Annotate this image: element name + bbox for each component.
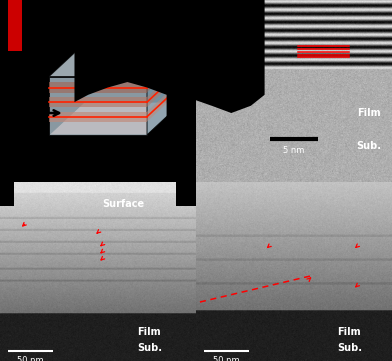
- Text: Surface: Surface: [102, 199, 144, 209]
- Polygon shape: [147, 64, 182, 107]
- Polygon shape: [49, 102, 182, 135]
- Text: Sub.: Sub.: [137, 343, 162, 353]
- Polygon shape: [49, 83, 147, 92]
- Polygon shape: [49, 112, 147, 122]
- Text: 5 nm: 5 nm: [283, 146, 305, 155]
- Polygon shape: [8, 0, 22, 51]
- Polygon shape: [147, 79, 182, 122]
- Polygon shape: [147, 50, 182, 92]
- Text: Film: Film: [357, 108, 380, 118]
- Polygon shape: [49, 97, 147, 107]
- Text: Sub.: Sub.: [357, 141, 382, 151]
- Text: Sub.: Sub.: [337, 343, 362, 353]
- Polygon shape: [49, 77, 147, 135]
- Polygon shape: [196, 0, 265, 113]
- Text: Film: Film: [137, 327, 161, 338]
- Polygon shape: [147, 44, 182, 135]
- Text: 50 nm: 50 nm: [213, 356, 240, 361]
- Text: Film: Film: [337, 327, 361, 338]
- Text: 50 nm: 50 nm: [17, 356, 44, 361]
- Polygon shape: [49, 44, 182, 77]
- Polygon shape: [176, 182, 196, 205]
- Polygon shape: [74, 0, 196, 182]
- Polygon shape: [0, 182, 14, 205]
